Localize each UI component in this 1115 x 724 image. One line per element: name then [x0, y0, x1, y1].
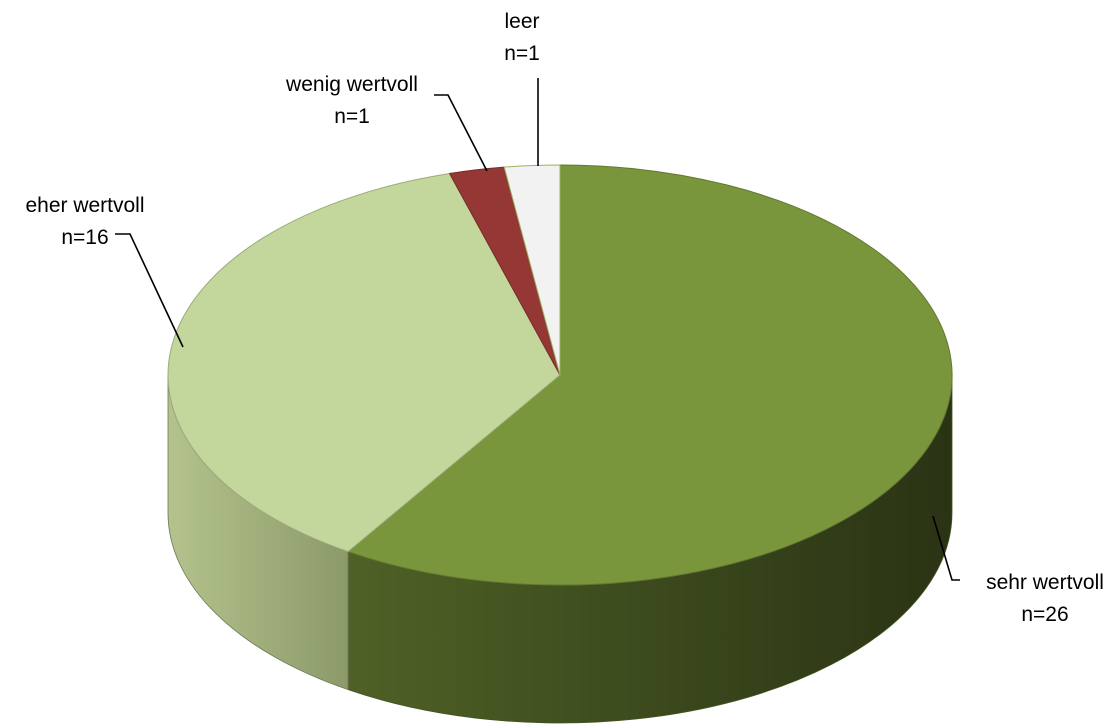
slice-label-count: n=26: [1021, 603, 1068, 626]
pie-slice-eher-wertvoll: [167, 173, 561, 553]
slice-label-count: n=16: [61, 226, 108, 249]
slice-label-category: wenig wertvoll: [285, 73, 418, 96]
label-eher-wertvoll: eher wertvoll n=16: [25, 194, 144, 249]
label-sehr-wertvoll: sehr wertvoll n=26: [986, 571, 1104, 626]
leader-line-sehr-wertvoll: [932, 515, 960, 581]
slice-label-count: n=1: [504, 42, 540, 65]
leader-lines: [115, 78, 960, 581]
leader-line-eher-wertvoll: [115, 233, 184, 348]
pie-slice-leer: [503, 164, 561, 376]
label-leer: leer n=1: [504, 10, 540, 65]
pie-top-layer: [167, 164, 953, 586]
pie-slice-sehr-wertvoll: [347, 164, 953, 586]
slice-label-category: eher wertvoll: [25, 194, 144, 217]
slice-label-category: leer: [504, 10, 539, 33]
label-wenig-wertvoll: wenig wertvoll n=1: [285, 73, 418, 128]
leader-line-wenig-wertvoll: [434, 94, 488, 172]
slice-label-category: sehr wertvoll: [986, 571, 1104, 594]
slice-label-count: n=1: [334, 105, 370, 128]
